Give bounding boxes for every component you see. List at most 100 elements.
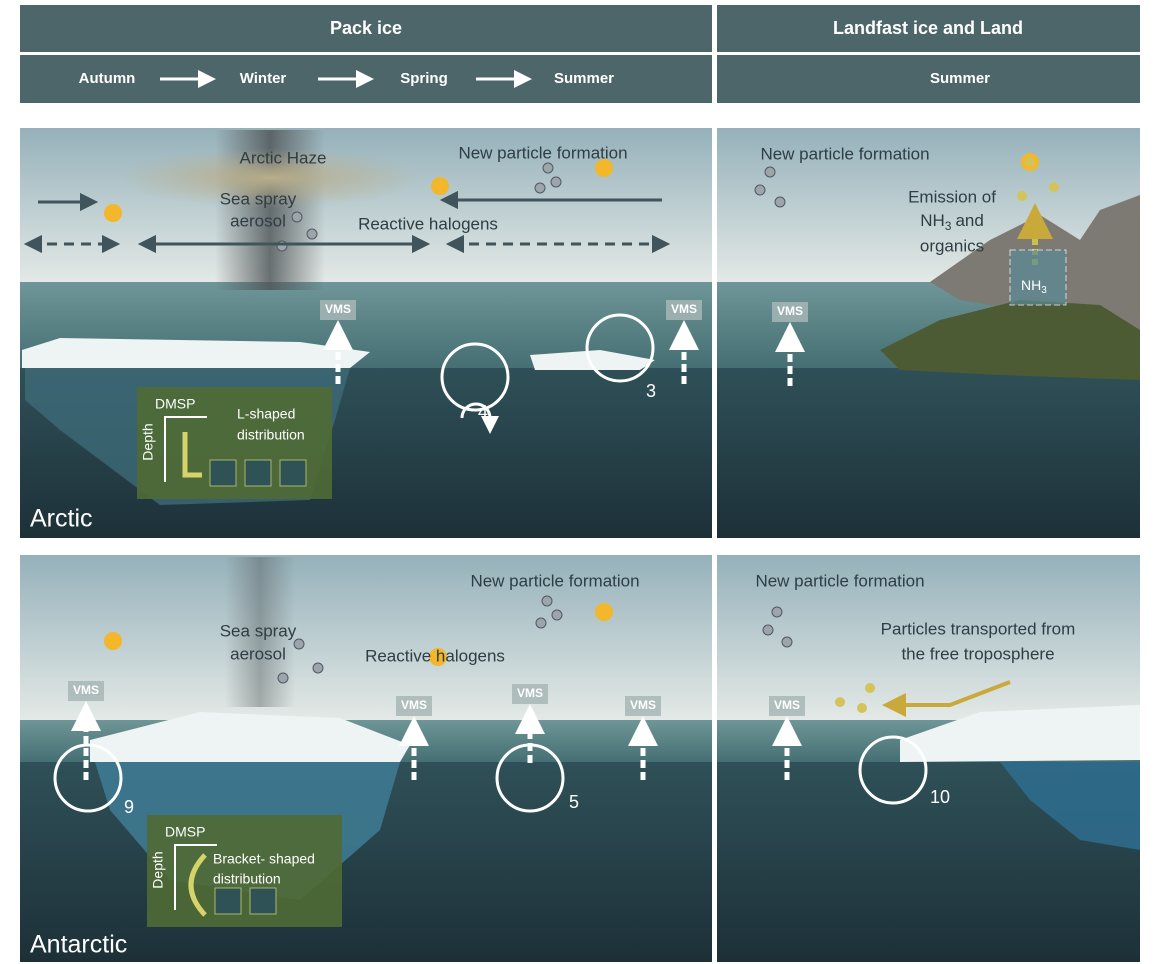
- particle: [291, 211, 303, 223]
- label: New particle formation: [458, 143, 627, 162]
- transport-arrow: [882, 680, 1011, 717]
- vms-box: [772, 302, 808, 322]
- chem: NH: [1021, 277, 1041, 293]
- season-label: Spring: [400, 70, 448, 87]
- magnifier: [585, 313, 655, 383]
- vms-label: VMS: [517, 686, 543, 700]
- vms-label: VMS: [325, 302, 351, 316]
- marker-number: 4: [478, 402, 488, 422]
- vms-label: VMS: [774, 698, 800, 712]
- label: New particle formation: [755, 571, 924, 590]
- nh3-box: [1009, 249, 1067, 306]
- subscript: 3: [1041, 285, 1047, 296]
- particle: [293, 638, 305, 650]
- marker-number: 9: [124, 797, 134, 817]
- particle: [312, 662, 324, 674]
- marker-number: 3: [646, 381, 656, 401]
- plankton-icon: [279, 459, 307, 487]
- sun: [595, 603, 613, 621]
- plankton-icon: [214, 887, 242, 915]
- particle: [1017, 191, 1027, 201]
- vms-box: [512, 684, 548, 704]
- vms-label: VMS: [73, 683, 99, 697]
- vms-label: VMS: [777, 304, 803, 318]
- distribution-label: L-shaped: [237, 406, 295, 422]
- particle: [781, 636, 793, 648]
- vms-box: [666, 300, 702, 320]
- label: Arctic Haze: [240, 148, 327, 167]
- sun: [595, 159, 613, 177]
- ice-floe: [22, 338, 370, 368]
- label: Sea spray: [220, 621, 297, 640]
- particle: [774, 196, 786, 208]
- magnifier: [495, 743, 565, 813]
- chem: NH: [920, 211, 945, 230]
- subscript: 3: [945, 219, 952, 233]
- sky: [20, 555, 712, 720]
- ocean: [717, 368, 1140, 538]
- particle: [865, 683, 875, 693]
- particle: [306, 228, 318, 240]
- island: [880, 300, 1140, 380]
- profile: [188, 853, 207, 917]
- axes: [174, 844, 217, 910]
- particle: [541, 595, 553, 607]
- particle: [754, 184, 766, 196]
- magnifier: [440, 342, 510, 412]
- axes: [164, 416, 207, 482]
- sun: [429, 648, 447, 666]
- dmsp-box: [147, 815, 342, 927]
- season-label: Summer: [554, 70, 614, 87]
- label: the free troposphere: [901, 644, 1054, 663]
- marker-number: 5: [569, 792, 579, 812]
- particle: [857, 703, 867, 713]
- vms-box: [68, 681, 104, 701]
- header-title: Landfast ice and Land: [833, 18, 1023, 38]
- season-label: Autumn: [79, 70, 136, 87]
- word: and: [955, 211, 983, 230]
- nh3-label: NH3: [1021, 277, 1047, 296]
- sun: [431, 177, 449, 195]
- distribution-label: distribution: [213, 871, 281, 887]
- label: New particle formation: [470, 571, 639, 590]
- particle: [535, 617, 547, 629]
- particle: [762, 624, 774, 636]
- profile: [182, 432, 202, 478]
- vms-label: VMS: [401, 698, 427, 712]
- mixing-arrow: [460, 402, 499, 434]
- label: Emission of: [908, 187, 996, 206]
- plankton-icon: [249, 887, 277, 915]
- plankton-icon: [244, 459, 272, 487]
- particle: [1025, 157, 1035, 167]
- season-label: Winter: [240, 70, 287, 87]
- vms-label: VMS: [630, 698, 656, 712]
- header: [20, 5, 1140, 103]
- label: NH3 and: [920, 211, 984, 233]
- ice-shelf: [90, 712, 410, 762]
- particle: [550, 176, 562, 188]
- depth-label: Depth: [140, 423, 156, 460]
- vms-box: [320, 300, 356, 320]
- vms-box: [625, 696, 661, 716]
- vms-box: [396, 696, 432, 716]
- sun: [104, 632, 122, 650]
- scenes: VMS VMS VMS VMS VMS VMS VMS VMS 4 3 9 5 10 DMSP Depth L…: [20, 0, 1140, 964]
- label: Reactive halogens: [358, 214, 498, 233]
- label: Sea spray: [220, 189, 297, 208]
- panel-label: Antarctic: [30, 931, 127, 959]
- distribution-label: distribution: [237, 427, 305, 443]
- magnifier: [53, 743, 123, 813]
- header-title: Pack ice: [330, 18, 402, 38]
- dmsp-title: DMSP: [155, 396, 195, 412]
- label: aerosol: [230, 211, 286, 230]
- vms-box: [769, 696, 805, 716]
- label: Particles transported from: [881, 619, 1076, 638]
- particle: [764, 166, 776, 178]
- ice-floe: [530, 350, 655, 370]
- season-label: Summer: [930, 70, 990, 87]
- haze: [120, 148, 420, 208]
- sky: [20, 128, 712, 282]
- label: organics: [920, 236, 984, 255]
- particle: [551, 609, 563, 621]
- ice-shelf: [900, 705, 1140, 762]
